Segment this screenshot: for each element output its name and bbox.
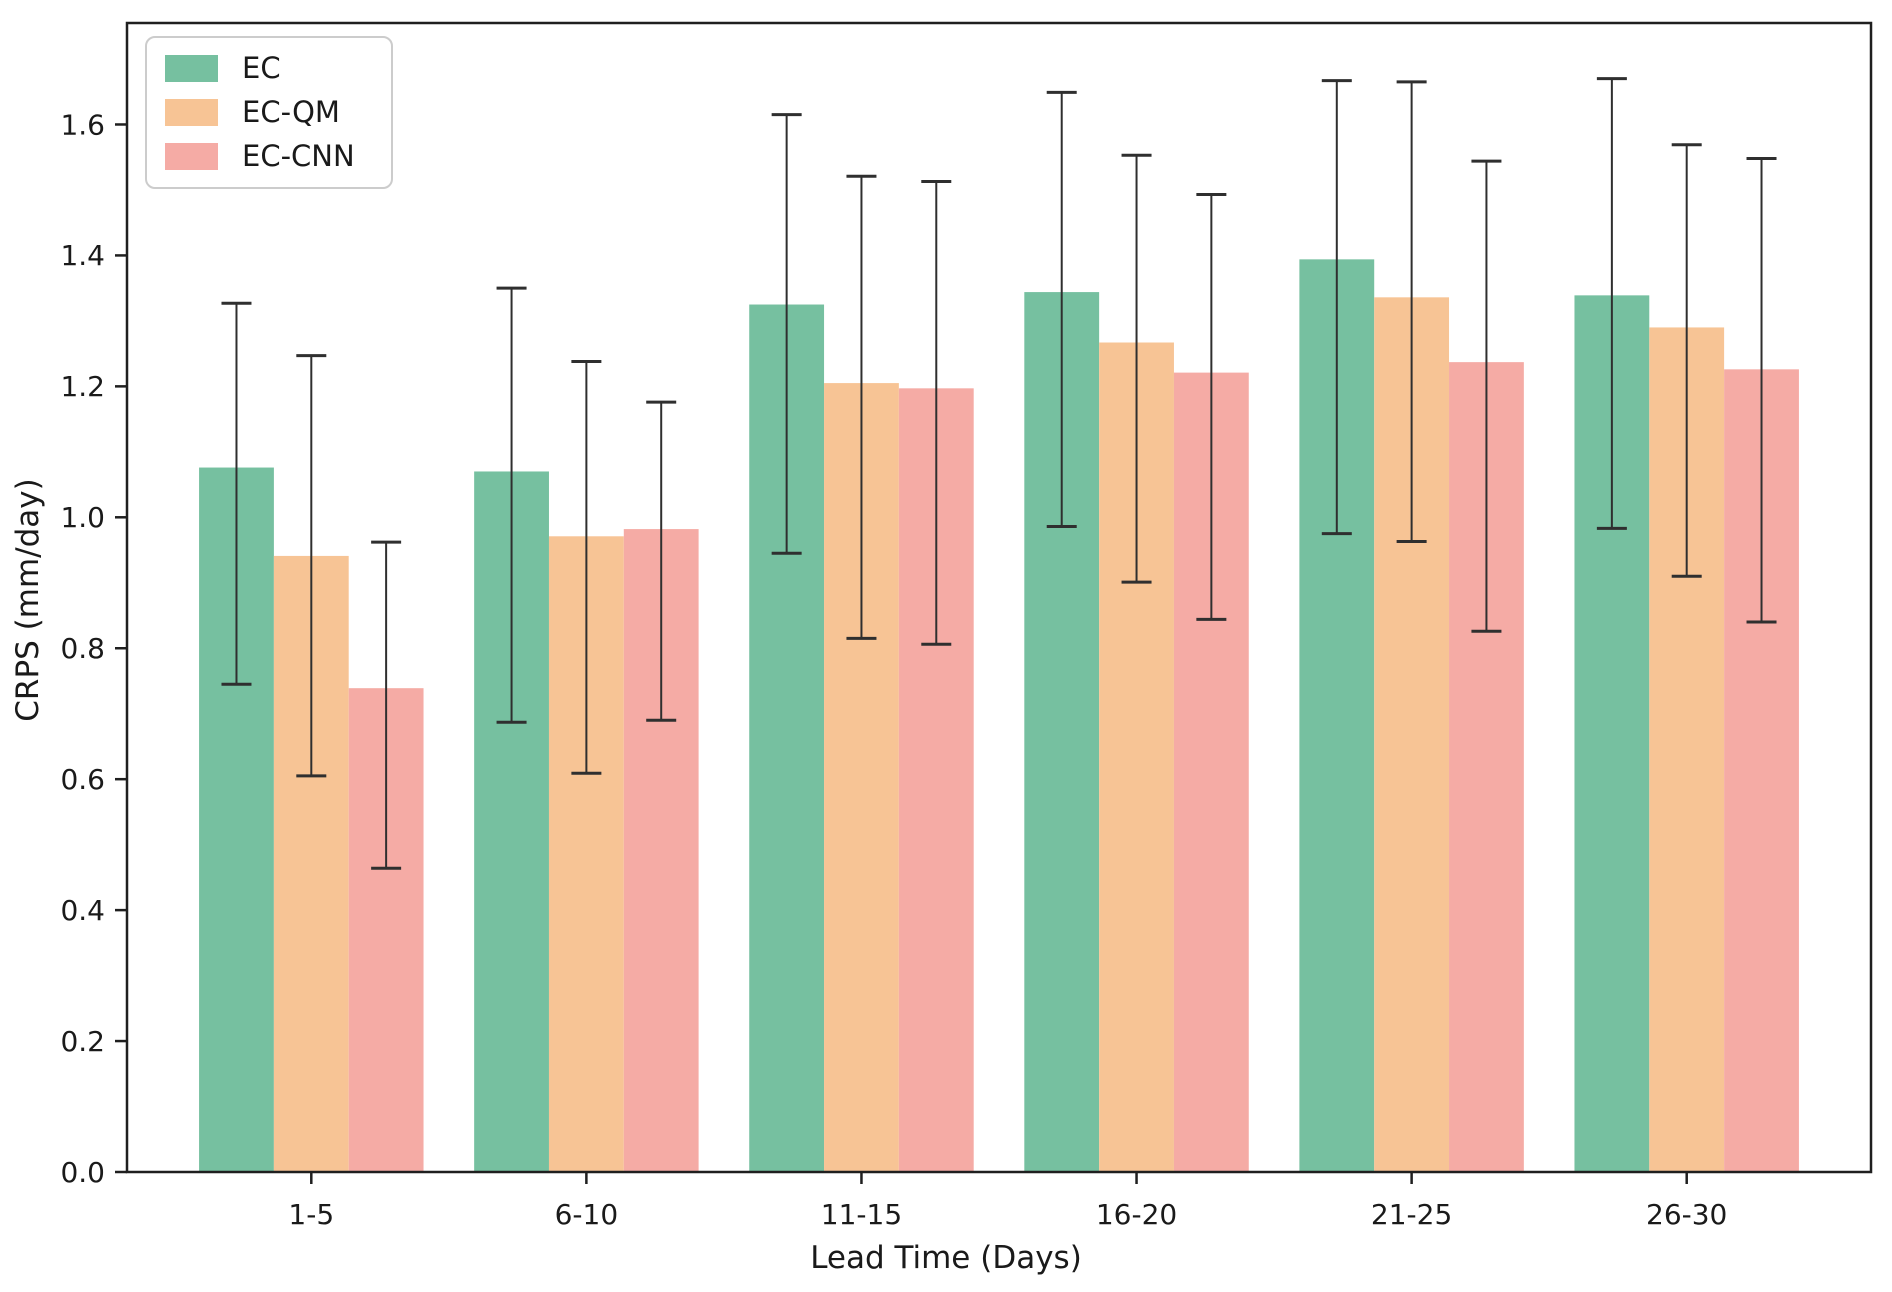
error-bars-EC-CNN <box>371 157 1777 870</box>
y-tick-label: 1.4 <box>60 239 105 272</box>
x-tick-label: 16-20 <box>1096 1198 1177 1231</box>
x-tick-label: 6-10 <box>555 1198 619 1231</box>
y-axis: 0.0 0.2 0.4 0.6 0.8 1.0 1.2 1.4 1.6 <box>60 108 127 1189</box>
legend-label: EC-CNN <box>242 139 355 173</box>
bar-series-EC-CNN <box>348 362 1799 1173</box>
y-tick-label: 1.6 <box>60 108 105 141</box>
legend-swatch-icon <box>165 55 218 82</box>
x-tick-label: 21-25 <box>1371 1198 1452 1231</box>
legend-item-EC-CNN: EC-CNN <box>165 142 355 171</box>
legend-item-EC: EC <box>165 54 355 83</box>
y-axis-title: CRPS (mm/day) <box>10 478 46 722</box>
bar-series-EC-QM <box>273 297 1725 1173</box>
y-tick-label: 0.2 <box>60 1025 105 1058</box>
error-bars-EC-QM <box>296 80 1702 778</box>
x-axis-title: Lead Time (Days) <box>810 1240 1082 1276</box>
x-tick-label: 26-30 <box>1646 1198 1727 1231</box>
legend-swatch-icon <box>165 143 218 170</box>
x-axis: 1-5 6-10 11-15 16-20 21-25 26-30 <box>288 1172 1727 1231</box>
legend-item-EC-QM: EC-QM <box>165 98 355 127</box>
y-tick-label: 1.2 <box>60 370 105 403</box>
y-tick-label: 0.0 <box>60 1156 105 1189</box>
y-tick-label: 0.8 <box>60 632 105 665</box>
legend-swatch-icon <box>165 99 218 126</box>
legend-label: EC-QM <box>242 95 340 129</box>
y-tick-label: 1.0 <box>60 501 105 534</box>
x-tick-label: 11-15 <box>821 1198 902 1231</box>
plot-frame <box>125 21 1873 1174</box>
y-tick-label: 0.6 <box>60 763 105 796</box>
error-bars-EC <box>221 77 1627 724</box>
x-tick-label: 1-5 <box>288 1198 334 1231</box>
legend: EC EC-QM EC-CNN <box>145 36 393 189</box>
y-tick-label: 0.4 <box>60 894 105 927</box>
legend-label: EC <box>242 51 281 85</box>
